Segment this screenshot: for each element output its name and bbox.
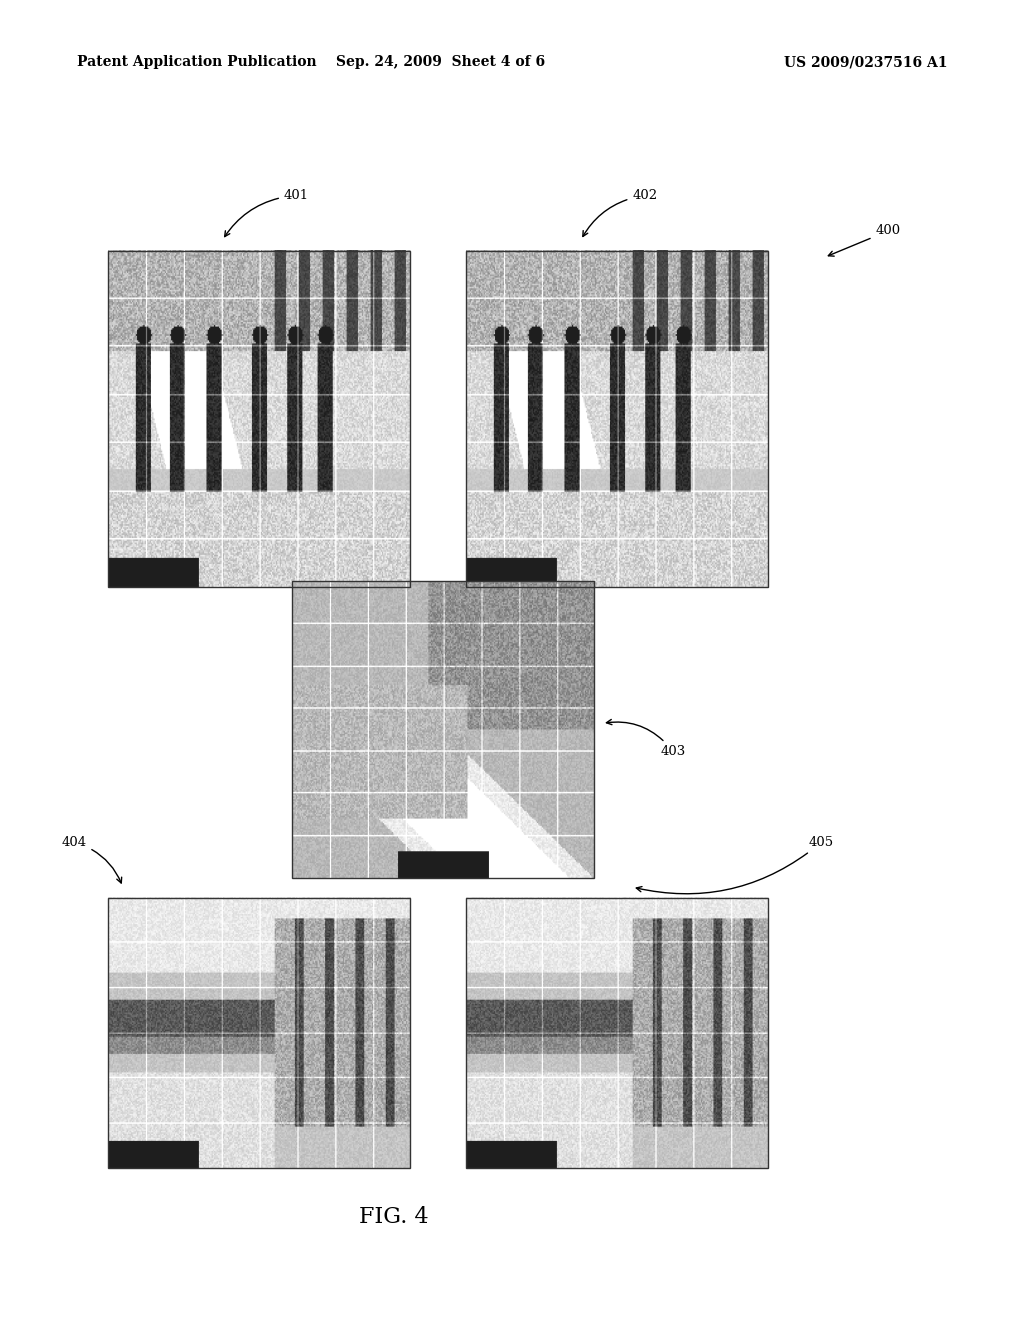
Bar: [292, 581, 594, 878]
Text: Patent Application Publication: Patent Application Publication: [77, 55, 316, 69]
Text: 400: 400: [828, 224, 901, 256]
Text: Sep. 24, 2009  Sheet 4 of 6: Sep. 24, 2009 Sheet 4 of 6: [336, 55, 545, 69]
Text: 405: 405: [636, 836, 835, 894]
Text: FIG. 4: FIG. 4: [359, 1206, 429, 1228]
Text: 401: 401: [224, 189, 309, 236]
Text: US 2009/0237516 A1: US 2009/0237516 A1: [783, 55, 947, 69]
Bar: [108, 898, 410, 1168]
Bar: [466, 898, 768, 1168]
Text: 403: 403: [606, 719, 686, 758]
Text: 402: 402: [583, 189, 657, 236]
Bar: [466, 251, 768, 587]
Text: 404: 404: [61, 836, 122, 883]
Bar: [108, 251, 410, 587]
